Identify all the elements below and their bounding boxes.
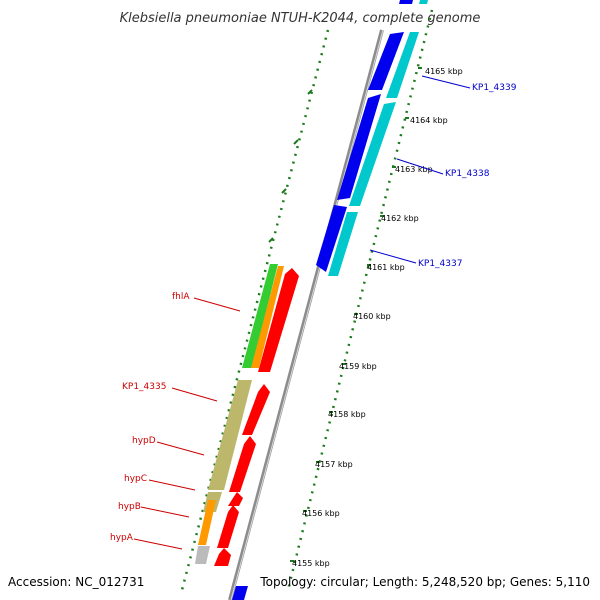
gene-hypb-red[interactable]: [217, 505, 239, 548]
tick-label: 4155 kbp: [292, 559, 330, 568]
tick-label: 4161 kbp: [367, 263, 405, 272]
outer-tick: [268, 237, 274, 243]
gene-label-kp1-4335[interactable]: KP1_4335: [122, 382, 166, 392]
backbone-highlight: [230, 29, 384, 600]
tick-label: 4163 kbp: [395, 165, 433, 174]
outer-ring-ticks: [268, 89, 313, 243]
tick-label: 4156 kbp: [302, 509, 340, 518]
gene-cyan-top[interactable]: [419, 0, 428, 4]
leader-line: [193, 297, 241, 312]
leader-line: [369, 249, 417, 264]
gene-kp1-4335-khaki[interactable]: [208, 380, 252, 490]
gene-hypa-red[interactable]: [214, 548, 231, 566]
gene-label-hypc[interactable]: hypC: [124, 474, 147, 484]
accession-text: Accession: NC_012731: [8, 575, 144, 589]
tick-label: 4160 kbp: [353, 312, 391, 321]
gene-fhla-green[interactable]: [242, 264, 278, 368]
gene-kp1-4337-blue[interactable]: [316, 205, 347, 272]
leader-line: [156, 441, 205, 456]
left-gene-labels: fhlA KP1_4335 hypD hypC hypB hypA: [110, 292, 241, 550]
gene-fhla-red[interactable]: [258, 268, 299, 372]
gene-cyan-3[interactable]: [328, 212, 358, 276]
outer-tick: [293, 139, 299, 145]
outer-dotted-ring: [180, 29, 330, 591]
gene-cyan-1[interactable]: [386, 32, 419, 98]
gene-label-kp1-4339[interactable]: KP1_4339: [472, 83, 517, 93]
gene-hypd-red[interactable]: [229, 436, 256, 492]
gene-kp1-4338-blue[interactable]: [337, 94, 381, 200]
tick-label: 4157 kbp: [315, 460, 353, 469]
tick-label: 4165 kbp: [425, 67, 463, 76]
gene-hypb-orange[interactable]: [198, 500, 216, 545]
tick-label: 4164 kbp: [410, 116, 448, 125]
leader-line: [140, 506, 190, 518]
outer-tick: [281, 188, 287, 194]
topology-text: Topology: circular; Length: 5,248,520 bp…: [259, 575, 590, 589]
leader-line: [148, 479, 196, 491]
left-gene-group: [195, 264, 284, 564]
red-gene-group: [214, 268, 299, 566]
gene-kp1-4339-blue[interactable]: [368, 32, 404, 90]
gene-fhla-orange[interactable]: [251, 266, 284, 368]
right-gene-labels: KP1_4339 KP1_4338 KP1_4337: [369, 75, 517, 269]
gene-label-kp1-4338[interactable]: KP1_4338: [445, 169, 490, 179]
genome-title: Klebsiella pneumoniae NTUH-K2044, comple…: [120, 11, 481, 26]
tick-label-group: 4165 kbp 4164 kbp 4163 kbp 4162 kbp 4161…: [290, 67, 463, 568]
gene-hypc-red[interactable]: [228, 492, 243, 506]
outer-tick: [307, 89, 313, 95]
gene-label-hypb[interactable]: hypB: [118, 502, 141, 512]
blue-gene-group: [232, 0, 428, 600]
backbone-ring: [228, 29, 384, 600]
tick-label: 4162 kbp: [381, 214, 419, 223]
gene-blue-bottom[interactable]: [232, 586, 248, 600]
gene-label-hypd[interactable]: hypD: [132, 436, 156, 446]
tick-label: 4159 kbp: [339, 362, 377, 371]
gene-label-hypa[interactable]: hypA: [110, 533, 134, 543]
gene-label-fhla[interactable]: fhlA: [172, 292, 190, 302]
leader-line: [171, 387, 218, 402]
leader-line: [133, 538, 183, 550]
gene-hypa-gray[interactable]: [195, 546, 210, 564]
gene-label-kp1-4337[interactable]: KP1_4337: [418, 259, 462, 269]
gene-cyan-2[interactable]: [349, 102, 396, 206]
gene-kp1-4335-red[interactable]: [242, 384, 270, 435]
leader-line: [421, 75, 471, 89]
leader-line: [396, 158, 444, 175]
gene-blue-top[interactable]: [399, 0, 413, 4]
tick-label: 4158 kbp: [328, 410, 366, 419]
